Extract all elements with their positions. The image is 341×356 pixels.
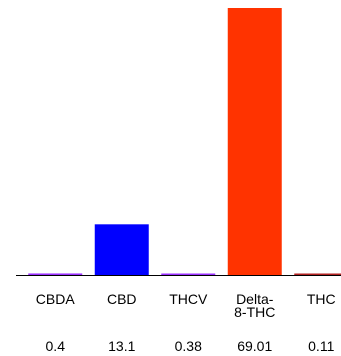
- category-label-4: THC: [307, 291, 336, 307]
- value-label-4: 0.11: [308, 338, 334, 354]
- category-label-0: CBDA: [36, 291, 76, 307]
- category-label-1: CBD: [107, 291, 137, 307]
- bar-3: [227, 8, 282, 275]
- value-label-3: 69.01: [237, 338, 272, 354]
- value-label-1: 13.1: [108, 338, 135, 354]
- value-label-0: 0.4: [46, 338, 66, 354]
- bar-0: [28, 273, 83, 275]
- bar-1: [94, 224, 149, 275]
- category-label-3: Delta-8-THC: [234, 291, 275, 320]
- bar-2: [161, 273, 216, 275]
- category-label-line: Delta-: [236, 291, 274, 307]
- value-labels-group: 0.4 13.1 0.38 69.01 0.11: [46, 338, 335, 354]
- value-label-2: 0.38: [175, 338, 202, 354]
- category-label-line: 8-THC: [234, 304, 275, 320]
- category-label-line: THC: [307, 291, 336, 307]
- category-label-line: CBDA: [36, 291, 76, 307]
- category-label-line: THCV: [169, 291, 208, 307]
- bar-4: [294, 273, 341, 275]
- category-label-2: THCV: [169, 291, 208, 307]
- bars-group: [28, 8, 341, 275]
- category-label-line: CBD: [107, 291, 137, 307]
- category-labels-group: CBDA CBD THCV Delta-8-THC THC: [36, 291, 336, 320]
